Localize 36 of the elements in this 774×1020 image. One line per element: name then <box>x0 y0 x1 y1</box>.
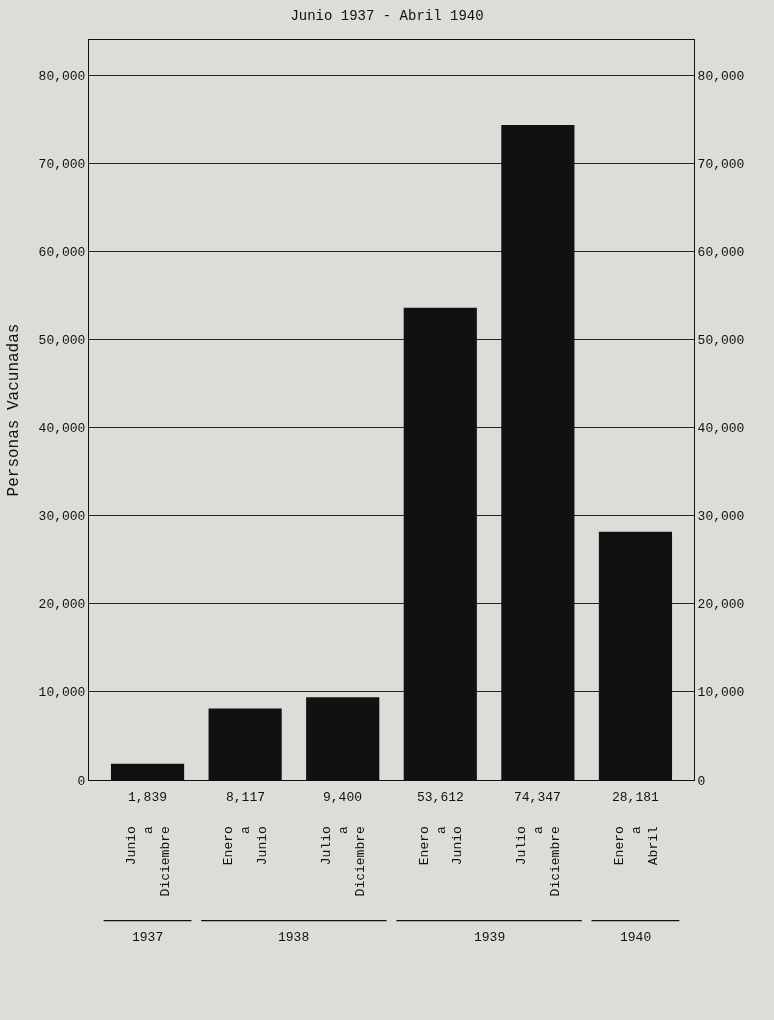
text: 1939 <box>474 930 506 945</box>
y-axis-title: Personas Vacunadas <box>5 323 24 497</box>
y-tick-label: 80,000 <box>38 68 86 84</box>
y2-tick-label: 50,000 <box>697 333 745 349</box>
y-tick-label: 30,000 <box>38 509 86 525</box>
x-tick-label: Enero a Junio <box>221 826 271 866</box>
text: 1940 <box>620 930 652 945</box>
y-tick-label: 0 <box>77 773 86 789</box>
y-tick-label: 20,000 <box>38 597 86 613</box>
y2-tick-label: 40,000 <box>697 421 745 437</box>
y2-tick-label: 20,000 <box>697 597 745 613</box>
y2-tick-label: 10,000 <box>697 685 745 701</box>
data-label: 74,347 <box>514 790 561 805</box>
chart-title: Junio 1937 - Abril 1940 <box>290 8 484 24</box>
text: 1937 <box>132 930 164 945</box>
data-label: 8,117 <box>226 790 266 805</box>
y2-tick-label: 0 <box>697 773 706 789</box>
y2-tick-label: 30,000 <box>697 509 745 525</box>
x-tick-label: Enero a Abril <box>611 826 661 866</box>
y-tick-label: 40,000 <box>38 421 86 437</box>
x-tick-label: Julio a Diciembre <box>319 826 368 897</box>
text: 1938 <box>278 930 310 945</box>
y-tick-label: 60,000 <box>38 244 86 260</box>
y-tick-label: 10,000 <box>38 685 86 701</box>
data-label: 9,400 <box>323 790 363 805</box>
y-tick-label: 50,000 <box>38 333 86 349</box>
y2-tick-label: 80,000 <box>697 68 745 84</box>
y-tick-label: 70,000 <box>38 156 86 172</box>
y2-tick-label: 70,000 <box>697 156 745 172</box>
data-label: 53,612 <box>417 790 464 805</box>
x-tick-label: Junio a Diciembre <box>123 826 173 897</box>
data-label: 28,181 <box>612 790 660 805</box>
x-tick-label: Enero a Junio <box>416 826 466 866</box>
x-tick-label: Julio a Diciembre <box>514 826 563 897</box>
data-label: 1,839 <box>128 790 168 805</box>
y2-tick-label: 60,000 <box>697 244 745 260</box>
